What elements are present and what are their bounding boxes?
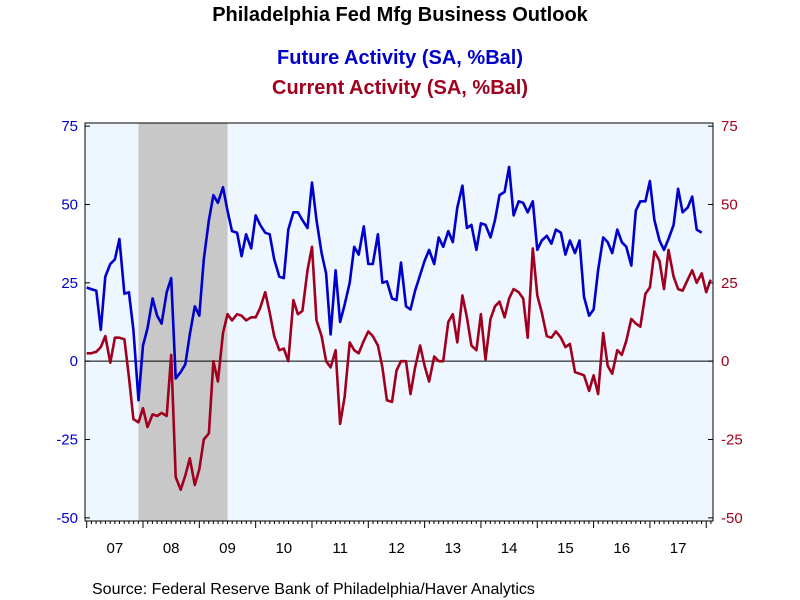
x-tick-label: 08 [163,540,180,557]
plot-frame [84,122,714,522]
x-tick-label: 14 [501,540,518,557]
future-activity-line [86,165,703,402]
recession-shading [138,123,228,521]
y-left-tick-label: 75 [61,118,78,135]
legend-current-activity: Current Activity (SA, %Bal) [272,77,528,99]
y-left-tick-label: 50 [61,196,78,213]
legend-future-activity: Future Activity (SA, %Bal) [277,47,523,69]
y-left-tick-label: -50 [56,510,78,527]
x-tick-label: 16 [613,540,630,557]
x-tick-label: 15 [557,540,574,557]
y-right-tick-label: -25 [721,432,743,449]
y-left-tick-label: 0 [70,353,78,370]
current-activity-line [86,245,712,491]
y-right-tick-label: 50 [721,196,738,213]
source-note: Source: Federal Reserve Bank of Philadel… [92,581,535,598]
plot-area: 75 50 25 0 -25 -50 75 50 25 0 -25 -50 07 08 09 10 11 12 13… [56,118,742,557]
chart-title: Philadelphia Fed Mfg Business Outlook [212,4,588,26]
x-tick-label: 13 [444,540,461,557]
y-left-tick-label: -25 [56,432,78,449]
y-right-tick-label: 0 [721,353,729,370]
x-tick-label: 07 [107,540,124,557]
x-tick-label: 09 [219,540,236,557]
x-tick-label: 10 [275,540,292,557]
y-left-tick-label: 25 [61,275,78,292]
x-tick-label: 17 [670,540,687,557]
y-right-tick-label: 25 [721,275,738,292]
x-tick-label: 11 [332,540,348,557]
y-right-tick-label: 75 [721,118,738,135]
x-tick-label: 12 [388,540,405,557]
y-right-tick-label: -50 [721,510,743,527]
